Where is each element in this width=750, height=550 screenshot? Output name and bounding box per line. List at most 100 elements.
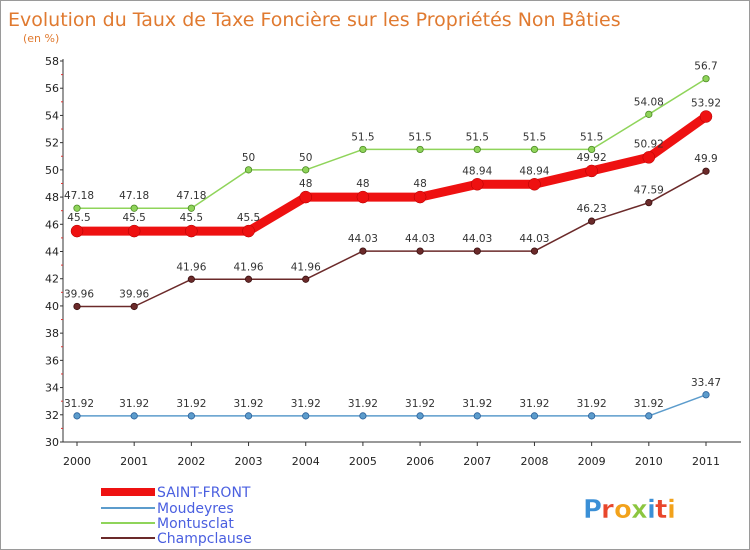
data-point [702, 167, 710, 175]
y-tick-label: 48 [45, 191, 59, 204]
y-tick-label: 52 [45, 137, 59, 150]
data-point [473, 247, 481, 255]
data-point [473, 145, 481, 154]
axes: 30 32 34 36 38 40 42 44 46 48 50 52 54 56 58 2000 2001 20… [45, 55, 741, 468]
legend: SAINT-FRONTMoudeyresMontusclatChampclaus… [101, 485, 252, 547]
data-label: 47.18 [64, 190, 94, 202]
data-label: 46.23 [577, 203, 607, 215]
y-tick-label: 46 [45, 218, 59, 231]
data-label: 41.96 [176, 261, 206, 273]
data-point [73, 302, 81, 311]
data-label: 50 [299, 152, 312, 164]
data-point [70, 224, 84, 238]
x-tick-label: 2003 [235, 455, 263, 468]
data-label: 47.18 [119, 190, 149, 202]
data-label: 54.08 [634, 96, 664, 108]
data-label: 44.03 [405, 233, 435, 245]
data-point [73, 204, 81, 212]
data-point [187, 204, 195, 212]
y-tick-label: 50 [45, 164, 59, 177]
data-label: 31.92 [176, 398, 206, 410]
data-point [242, 224, 255, 238]
data-label: 44.03 [462, 233, 492, 245]
data-point [302, 166, 310, 174]
y-tick-label: 56 [45, 82, 59, 95]
data-point [130, 204, 138, 212]
data-label: 48 [299, 178, 312, 190]
data-label: 39.96 [119, 288, 149, 300]
data-point [359, 145, 367, 154]
data-label: 51.5 [523, 131, 546, 143]
data-point [127, 224, 141, 238]
data-point [588, 412, 596, 420]
x-tick-label: 2010 [635, 455, 663, 468]
data-label: 31.92 [291, 398, 321, 410]
proxiti-logo: Pr o x i t i [583, 495, 676, 526]
data-label: 39.96 [64, 288, 94, 300]
data-point [473, 412, 481, 420]
data-point [244, 412, 253, 420]
data-point [645, 110, 653, 118]
data-point [530, 247, 539, 255]
data-label: 51.5 [408, 131, 431, 143]
series-line-saint-front [72, 112, 711, 236]
data-point [299, 190, 312, 204]
data-label: 33.47 [691, 377, 721, 389]
logo-letter: P [583, 495, 602, 525]
data-point [130, 412, 138, 420]
data-label: 50 [242, 152, 255, 164]
x-tick-label: 2007 [463, 455, 491, 468]
data-point [187, 412, 195, 420]
data-label: 45.5 [122, 212, 145, 224]
legend-label: SAINT-FRONT [157, 485, 251, 501]
legend-label: Montusclat [157, 516, 234, 532]
legend-label: Champclause [157, 531, 252, 547]
y-tick-label: 34 [45, 382, 59, 395]
data-point [645, 199, 653, 207]
data-point [187, 275, 195, 283]
data-point [588, 145, 596, 154]
data-label: 41.96 [234, 261, 264, 273]
x-tick-label: 2005 [349, 455, 377, 468]
data-point [413, 190, 427, 204]
series-line-moudeyres [76, 394, 707, 417]
y-tick-label: 36 [45, 354, 59, 367]
x-tick-label: 2001 [120, 455, 148, 468]
y-tick-label: 40 [45, 300, 59, 313]
data-label: 48 [413, 178, 426, 190]
data-point [359, 247, 367, 255]
chart-title: Evolution du Taux de Taxe Foncière sur l… [8, 9, 621, 31]
data-label: 53.92 [691, 98, 721, 110]
data-label: 50.92 [634, 138, 664, 150]
data-point [130, 302, 138, 311]
data-label: 47.18 [176, 190, 206, 202]
data-label: 31.92 [348, 398, 378, 410]
data-point [244, 275, 253, 283]
data-label: 31.92 [64, 398, 94, 410]
data-label: 45.5 [67, 212, 90, 224]
data-label: 31.92 [234, 398, 264, 410]
data-label: 47.59 [634, 185, 664, 197]
data-label: 44.03 [348, 233, 378, 245]
data-point [359, 412, 367, 420]
data-label: 41.96 [291, 261, 321, 273]
data-label: 48.94 [462, 165, 492, 177]
data-label: 31.92 [405, 398, 435, 410]
data-point [416, 247, 424, 255]
data-label: 56.7 [694, 61, 717, 73]
logo-letter: x [631, 495, 648, 525]
data-label: 45.5 [180, 212, 203, 224]
data-point [471, 178, 484, 191]
x-tick-label: 2009 [578, 455, 606, 468]
data-point [302, 275, 310, 283]
data-label: 49.92 [577, 152, 607, 164]
data-point [416, 145, 424, 154]
data-point [302, 412, 310, 420]
logo-letter: t [655, 495, 667, 525]
data-label: 31.92 [519, 398, 549, 410]
data-point [585, 164, 598, 178]
data-label: 51.5 [351, 131, 374, 143]
data-labels: 45.5 45.5 45.5 45.5 48 48 48 48.94 48.94 49.92 50.… [64, 61, 721, 410]
